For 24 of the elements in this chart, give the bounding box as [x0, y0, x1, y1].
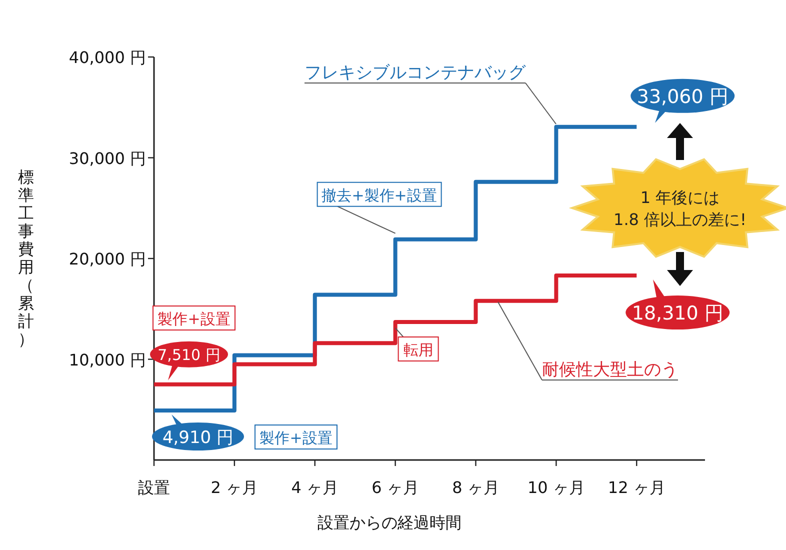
x-tick-label: 4 ヶ月	[291, 478, 339, 497]
annotation: 転用	[403, 340, 434, 359]
y-tick-label: 20,000 円	[68, 250, 146, 268]
text: 標準工事費用（累計）	[18, 168, 34, 348]
x-axis-title: 設置からの経過時間	[318, 513, 462, 532]
x-tick-label: 8 ヶ月	[452, 478, 500, 497]
text: フレキシブルコンテナバッグ	[304, 63, 526, 83]
annotation: 製作+設置	[260, 429, 332, 447]
annotation: 1 年後には 1.8 倍以上の差に!	[614, 188, 746, 229]
data-label: 7,510 円	[158, 346, 220, 364]
data-label: 4,910 円	[162, 428, 234, 448]
x-tick-label: 12 ヶ月	[608, 478, 666, 497]
annotation: 製作+設置	[158, 310, 230, 328]
y-tick-label: 10,000 円	[68, 350, 146, 370]
y-tick-label: 40,000 円	[68, 48, 146, 67]
y-tick-label: 30,000 円	[68, 148, 146, 168]
x-tick-label: 10 ヶ月	[527, 478, 585, 497]
data-label: 18,310 円	[632, 302, 724, 325]
x-tick-label: 6 ヶ月	[372, 478, 419, 497]
data-label: 33,060 円	[636, 86, 728, 108]
text: 耐候性大型土のう	[542, 360, 678, 380]
x-tick-label: 2 ヶ月	[210, 478, 258, 497]
annotation: 撤去+製作+設置	[322, 186, 437, 204]
x-tick-label: 設置	[138, 478, 170, 497]
